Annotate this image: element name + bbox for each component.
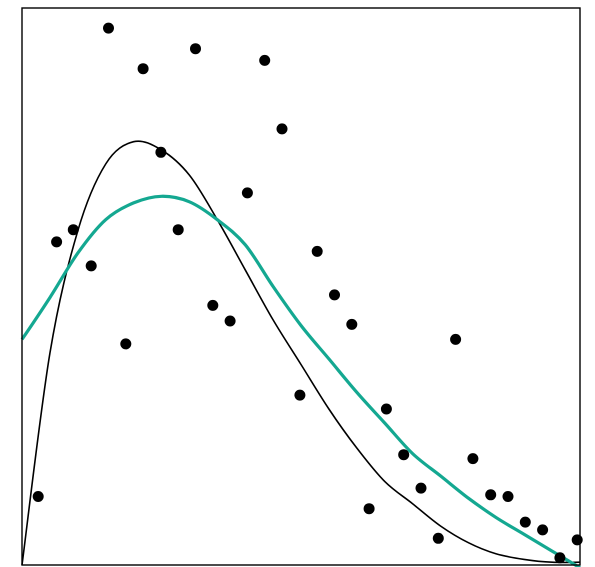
data-point [398, 449, 410, 461]
data-point [363, 503, 375, 515]
fit-line-black [21, 140, 581, 566]
data-point [103, 22, 114, 34]
data-point [502, 491, 514, 502]
data-point [380, 403, 392, 415]
data-point [554, 552, 566, 564]
data-point [137, 63, 149, 75]
data-point [537, 524, 549, 536]
data-point [190, 43, 201, 55]
data-point [241, 187, 253, 199]
data-point [450, 333, 462, 345]
data-points [32, 22, 583, 564]
data-point [120, 338, 132, 350]
data-point [67, 224, 79, 236]
data-point [85, 260, 97, 272]
plot-frame [21, 7, 581, 566]
data-point [155, 146, 167, 158]
data-point [276, 123, 288, 135]
data-point [311, 245, 323, 257]
data-point [51, 236, 63, 248]
data-point [415, 482, 427, 494]
data-point [294, 389, 306, 401]
data-point [329, 289, 340, 301]
data-point [207, 299, 219, 311]
data-point [467, 453, 479, 465]
fitted-curves [20, 140, 581, 567]
fit-line-teal [20, 194, 581, 567]
data-point [224, 315, 236, 327]
data-point [172, 224, 184, 236]
data-point [259, 54, 271, 66]
data-point [32, 491, 44, 502]
data-point [485, 489, 497, 501]
data-point [519, 516, 531, 528]
data-point [571, 534, 583, 546]
data-point [432, 532, 444, 544]
data-point [346, 318, 358, 330]
